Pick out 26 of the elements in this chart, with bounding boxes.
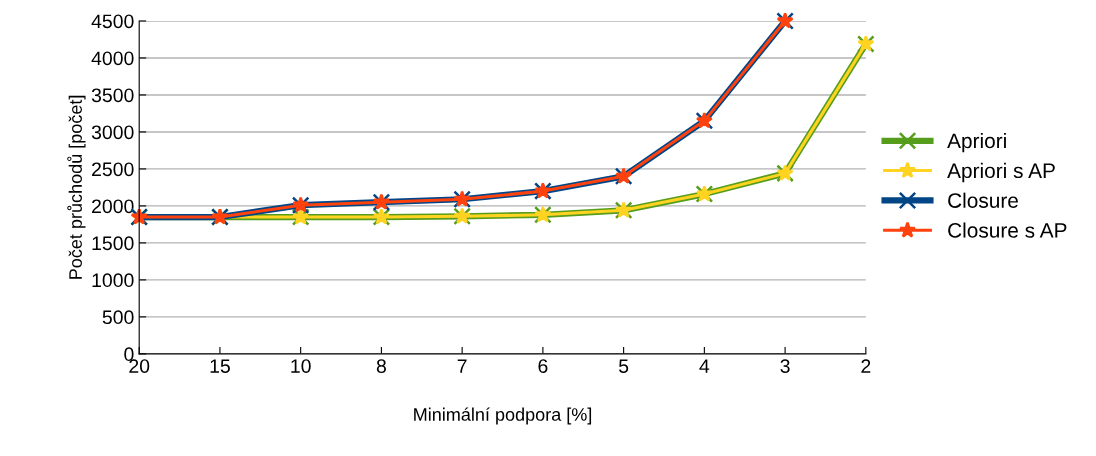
x-tick-label: 5 bbox=[619, 359, 629, 373]
y-tick-label: 3000 bbox=[91, 125, 134, 140]
x-tick-label: 4 bbox=[699, 359, 710, 373]
y-tick-label: 2500 bbox=[92, 162, 134, 177]
x-tick-label: 8 bbox=[376, 359, 386, 373]
y-tick-label: 4500 bbox=[91, 14, 134, 29]
x-tick-label: 20 bbox=[129, 359, 150, 373]
y-tick-label: 1500 bbox=[92, 236, 134, 251]
y-tick-label: 1000 bbox=[92, 273, 134, 288]
x-tick-label: 10 bbox=[291, 359, 311, 373]
legend-label: Closure s AP bbox=[948, 222, 1067, 238]
y-tick-label: 0 bbox=[124, 347, 134, 362]
x-axis-title: Minimální podpora [%] bbox=[414, 407, 592, 425]
x-tick-label: 15 bbox=[210, 359, 230, 373]
x-tick-label: 6 bbox=[538, 359, 548, 373]
x-tick-label: 2 bbox=[861, 359, 871, 373]
x-tick-label: 7 bbox=[457, 359, 467, 373]
x-tick-label: 3 bbox=[780, 359, 790, 373]
y-tick-label: 500 bbox=[102, 310, 134, 325]
y-tick-label: 3500 bbox=[91, 88, 134, 103]
legend-label: Apriori s AP bbox=[947, 162, 1055, 183]
y-tick-label: 4000 bbox=[91, 51, 134, 66]
legend-label: Closure bbox=[948, 192, 1018, 208]
y-tick-label: 2000 bbox=[92, 199, 134, 214]
y-axis-title: Počet průchodů [počet] bbox=[67, 95, 86, 279]
legend-label: Apriori bbox=[947, 132, 1006, 153]
